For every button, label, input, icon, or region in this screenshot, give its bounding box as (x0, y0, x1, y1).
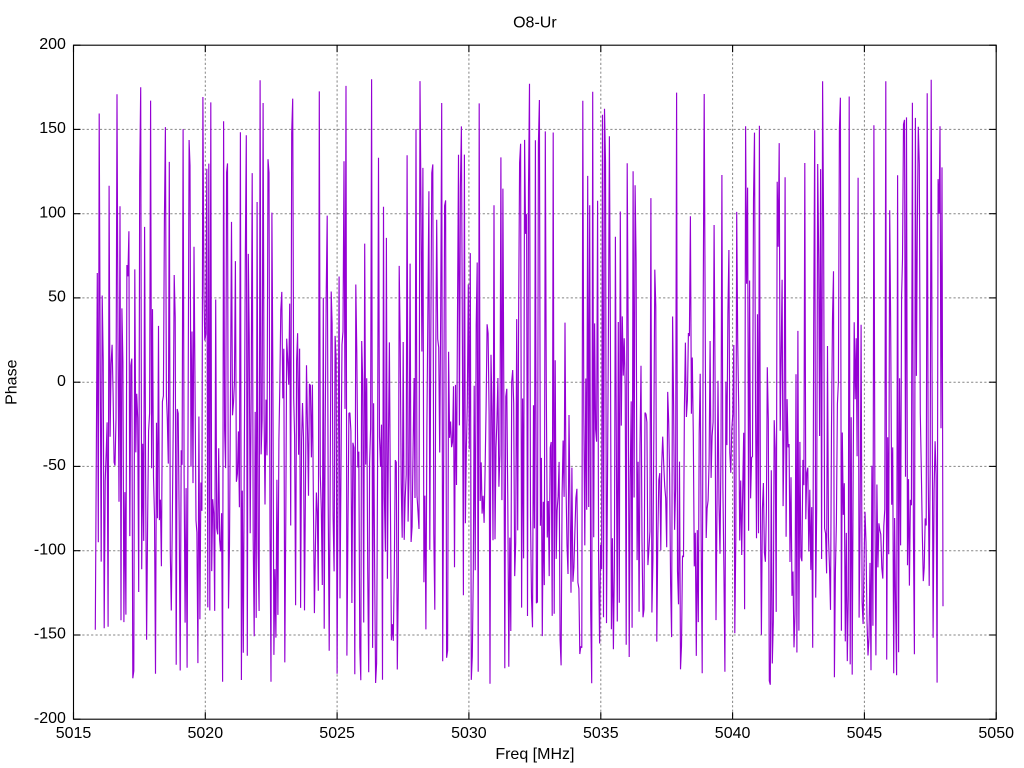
svg-text:0: 0 (57, 373, 66, 390)
svg-text:5030: 5030 (451, 725, 487, 742)
svg-text:5035: 5035 (583, 725, 619, 742)
svg-text:Phase: Phase (4, 359, 21, 404)
svg-text:5025: 5025 (319, 725, 355, 742)
svg-text:5015: 5015 (56, 725, 92, 742)
svg-text:5020: 5020 (188, 725, 224, 742)
svg-text:100: 100 (39, 204, 66, 221)
svg-text:50: 50 (48, 289, 66, 306)
svg-text:150: 150 (39, 120, 66, 137)
svg-text:-200: -200 (34, 710, 66, 727)
svg-text:-50: -50 (43, 457, 66, 474)
svg-text:5045: 5045 (847, 725, 883, 742)
svg-text:5040: 5040 (715, 725, 751, 742)
svg-text:-150: -150 (34, 626, 66, 643)
svg-text:-100: -100 (34, 541, 66, 558)
svg-text:200: 200 (39, 36, 66, 53)
svg-text:5050: 5050 (978, 725, 1014, 742)
svg-text:Freq [MHz]: Freq [MHz] (495, 746, 574, 763)
svg-text:O8-Ur: O8-Ur (513, 14, 557, 31)
